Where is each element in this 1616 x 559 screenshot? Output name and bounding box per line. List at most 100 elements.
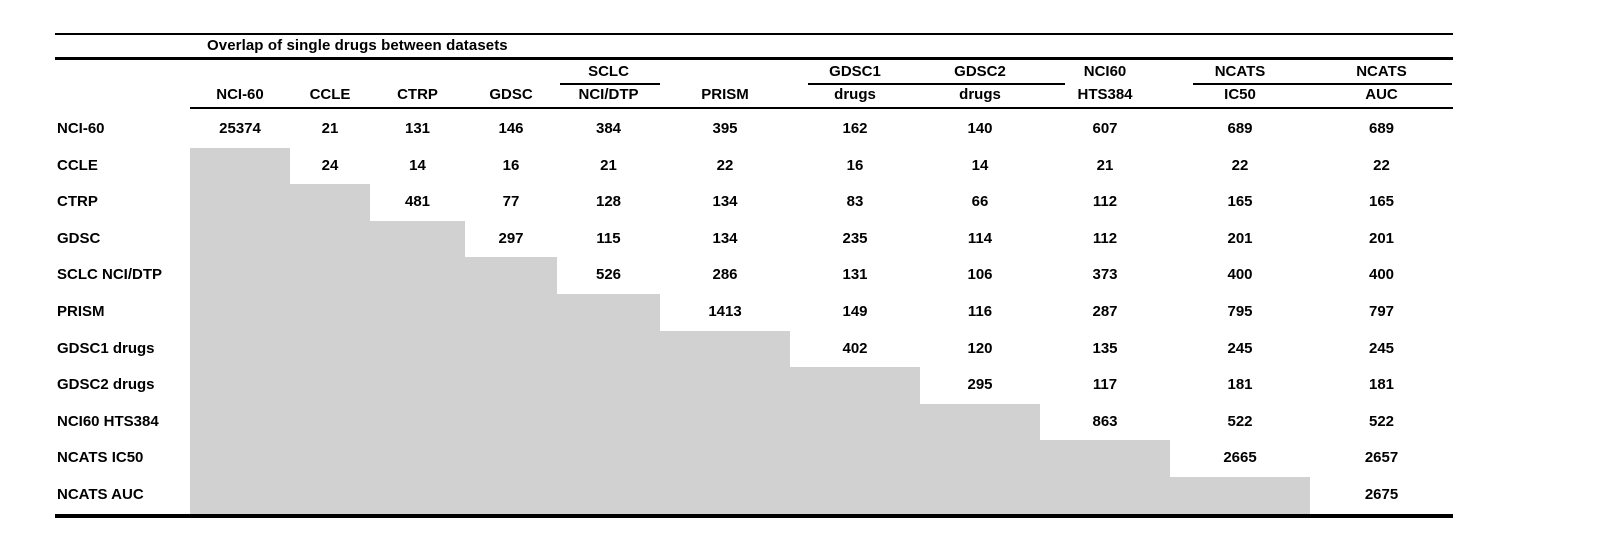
shaded-cell (465, 367, 557, 404)
table-body: NCI-60 25374 21 131 146 384 395 162 140 607 689 689… (55, 111, 1453, 514)
value-cell: 797 (1368, 302, 1395, 320)
column-header-bottom: NCI/DTP (578, 86, 639, 103)
column-header-top (465, 60, 557, 83)
value-cell: 16 (846, 156, 864, 174)
table-top-rule (55, 33, 1453, 35)
value-cell: 181 (1368, 376, 1395, 394)
shaded-cell (790, 367, 920, 404)
value-cell: 384 (595, 120, 622, 137)
title-bottom-rule (55, 57, 1453, 60)
value-cell: 83 (846, 193, 864, 211)
shaded-cell (190, 293, 290, 331)
value-cell: 120 (967, 339, 993, 357)
value-cell: 481 (404, 193, 431, 211)
shaded-cell (190, 147, 290, 185)
value-cell: 66 (971, 193, 989, 211)
value-cell: 689 (1227, 120, 1253, 137)
value-cell: 22 (1231, 156, 1249, 174)
value-cell: 395 (712, 120, 738, 137)
shaded-cell (557, 367, 660, 404)
shaded-cell (290, 440, 370, 477)
shaded-cell (190, 220, 290, 258)
shaded-cell (465, 440, 557, 477)
value-cell: 245 (1368, 339, 1395, 357)
shaded-cell (557, 293, 660, 331)
shaded-cell (190, 257, 290, 294)
shaded-cell (290, 367, 370, 404)
shaded-cell (660, 476, 790, 514)
value-cell: 795 (1227, 302, 1253, 320)
shaded-cell (465, 403, 557, 441)
value-cell: 25374 (219, 120, 261, 137)
shaded-cell (920, 403, 1040, 441)
shaded-cell (190, 367, 290, 404)
shaded-cell (660, 367, 790, 404)
row-label: NCI-60 (57, 120, 105, 137)
column-header-top (370, 60, 465, 83)
shaded-cell (370, 403, 465, 441)
gdsc-group-underline (808, 83, 1065, 85)
shaded-cell (190, 330, 290, 368)
value-cell: 162 (842, 120, 868, 137)
shaded-cell (1040, 440, 1170, 477)
shaded-cell (290, 330, 370, 368)
shaded-cell (190, 440, 290, 477)
shaded-cell (557, 440, 660, 477)
value-cell: 863 (1092, 412, 1118, 430)
value-cell: 112 (1092, 193, 1118, 211)
shaded-cell (1040, 476, 1170, 514)
row-label-column-header (55, 60, 190, 83)
shaded-cell (370, 367, 465, 404)
row-label: GDSC1 drugs (57, 339, 155, 357)
shaded-cell (370, 220, 465, 258)
row-label: GDSC (57, 229, 101, 247)
value-cell: 245 (1227, 339, 1253, 357)
table-title: Overlap of single drugs between datasets (207, 37, 508, 54)
column-header-top (290, 60, 370, 83)
value-cell: 297 (498, 229, 524, 247)
value-cell: 21 (321, 120, 339, 137)
column-header-bottom: drugs (834, 86, 876, 103)
overlap-table: Overlap of single drugs between datasets… (55, 33, 1453, 518)
row-label: PRISM (57, 302, 105, 320)
column-header-bottom: CTRP (397, 86, 438, 103)
value-cell: 522 (1227, 412, 1253, 430)
column-header-bottom: AUC (1365, 86, 1398, 103)
row-label: CTRP (57, 193, 98, 211)
shaded-cell (465, 293, 557, 331)
value-cell: 402 (842, 339, 868, 357)
value-cell: 115 (596, 229, 621, 247)
shaded-cell (290, 293, 370, 331)
row-label: NCATS AUC (57, 485, 144, 503)
value-cell: 128 (595, 193, 622, 211)
row-label: GDSC2 drugs (57, 376, 155, 394)
shaded-cell (920, 476, 1040, 514)
value-cell: 146 (498, 120, 524, 137)
value-cell: 21 (600, 156, 617, 174)
sclc-group-underline (560, 83, 660, 85)
column-header-top (660, 60, 790, 83)
shaded-cell (790, 440, 920, 477)
shaded-cell (290, 476, 370, 514)
value-cell: 201 (1227, 229, 1253, 247)
value-cell: 116 (967, 302, 993, 320)
shaded-cell (557, 476, 660, 514)
value-cell: 286 (712, 266, 738, 284)
column-header-bottom: NCI-60 (216, 86, 264, 103)
value-cell: 181 (1227, 376, 1253, 394)
value-cell: 135 (1092, 339, 1118, 357)
row-label: CCLE (57, 156, 98, 174)
column-header-top: GDSC1 (829, 63, 881, 80)
value-cell: 21 (1096, 156, 1114, 174)
shaded-cell (190, 184, 290, 221)
shaded-cell (920, 440, 1040, 477)
value-cell: 287 (1092, 302, 1118, 320)
shaded-cell (790, 476, 920, 514)
value-cell: 16 (502, 156, 520, 174)
value-cell: 373 (1092, 266, 1118, 284)
column-header-top: SCLC (588, 63, 629, 80)
value-cell: 112 (1092, 229, 1118, 247)
shaded-cell (465, 476, 557, 514)
shaded-cell (660, 330, 790, 368)
